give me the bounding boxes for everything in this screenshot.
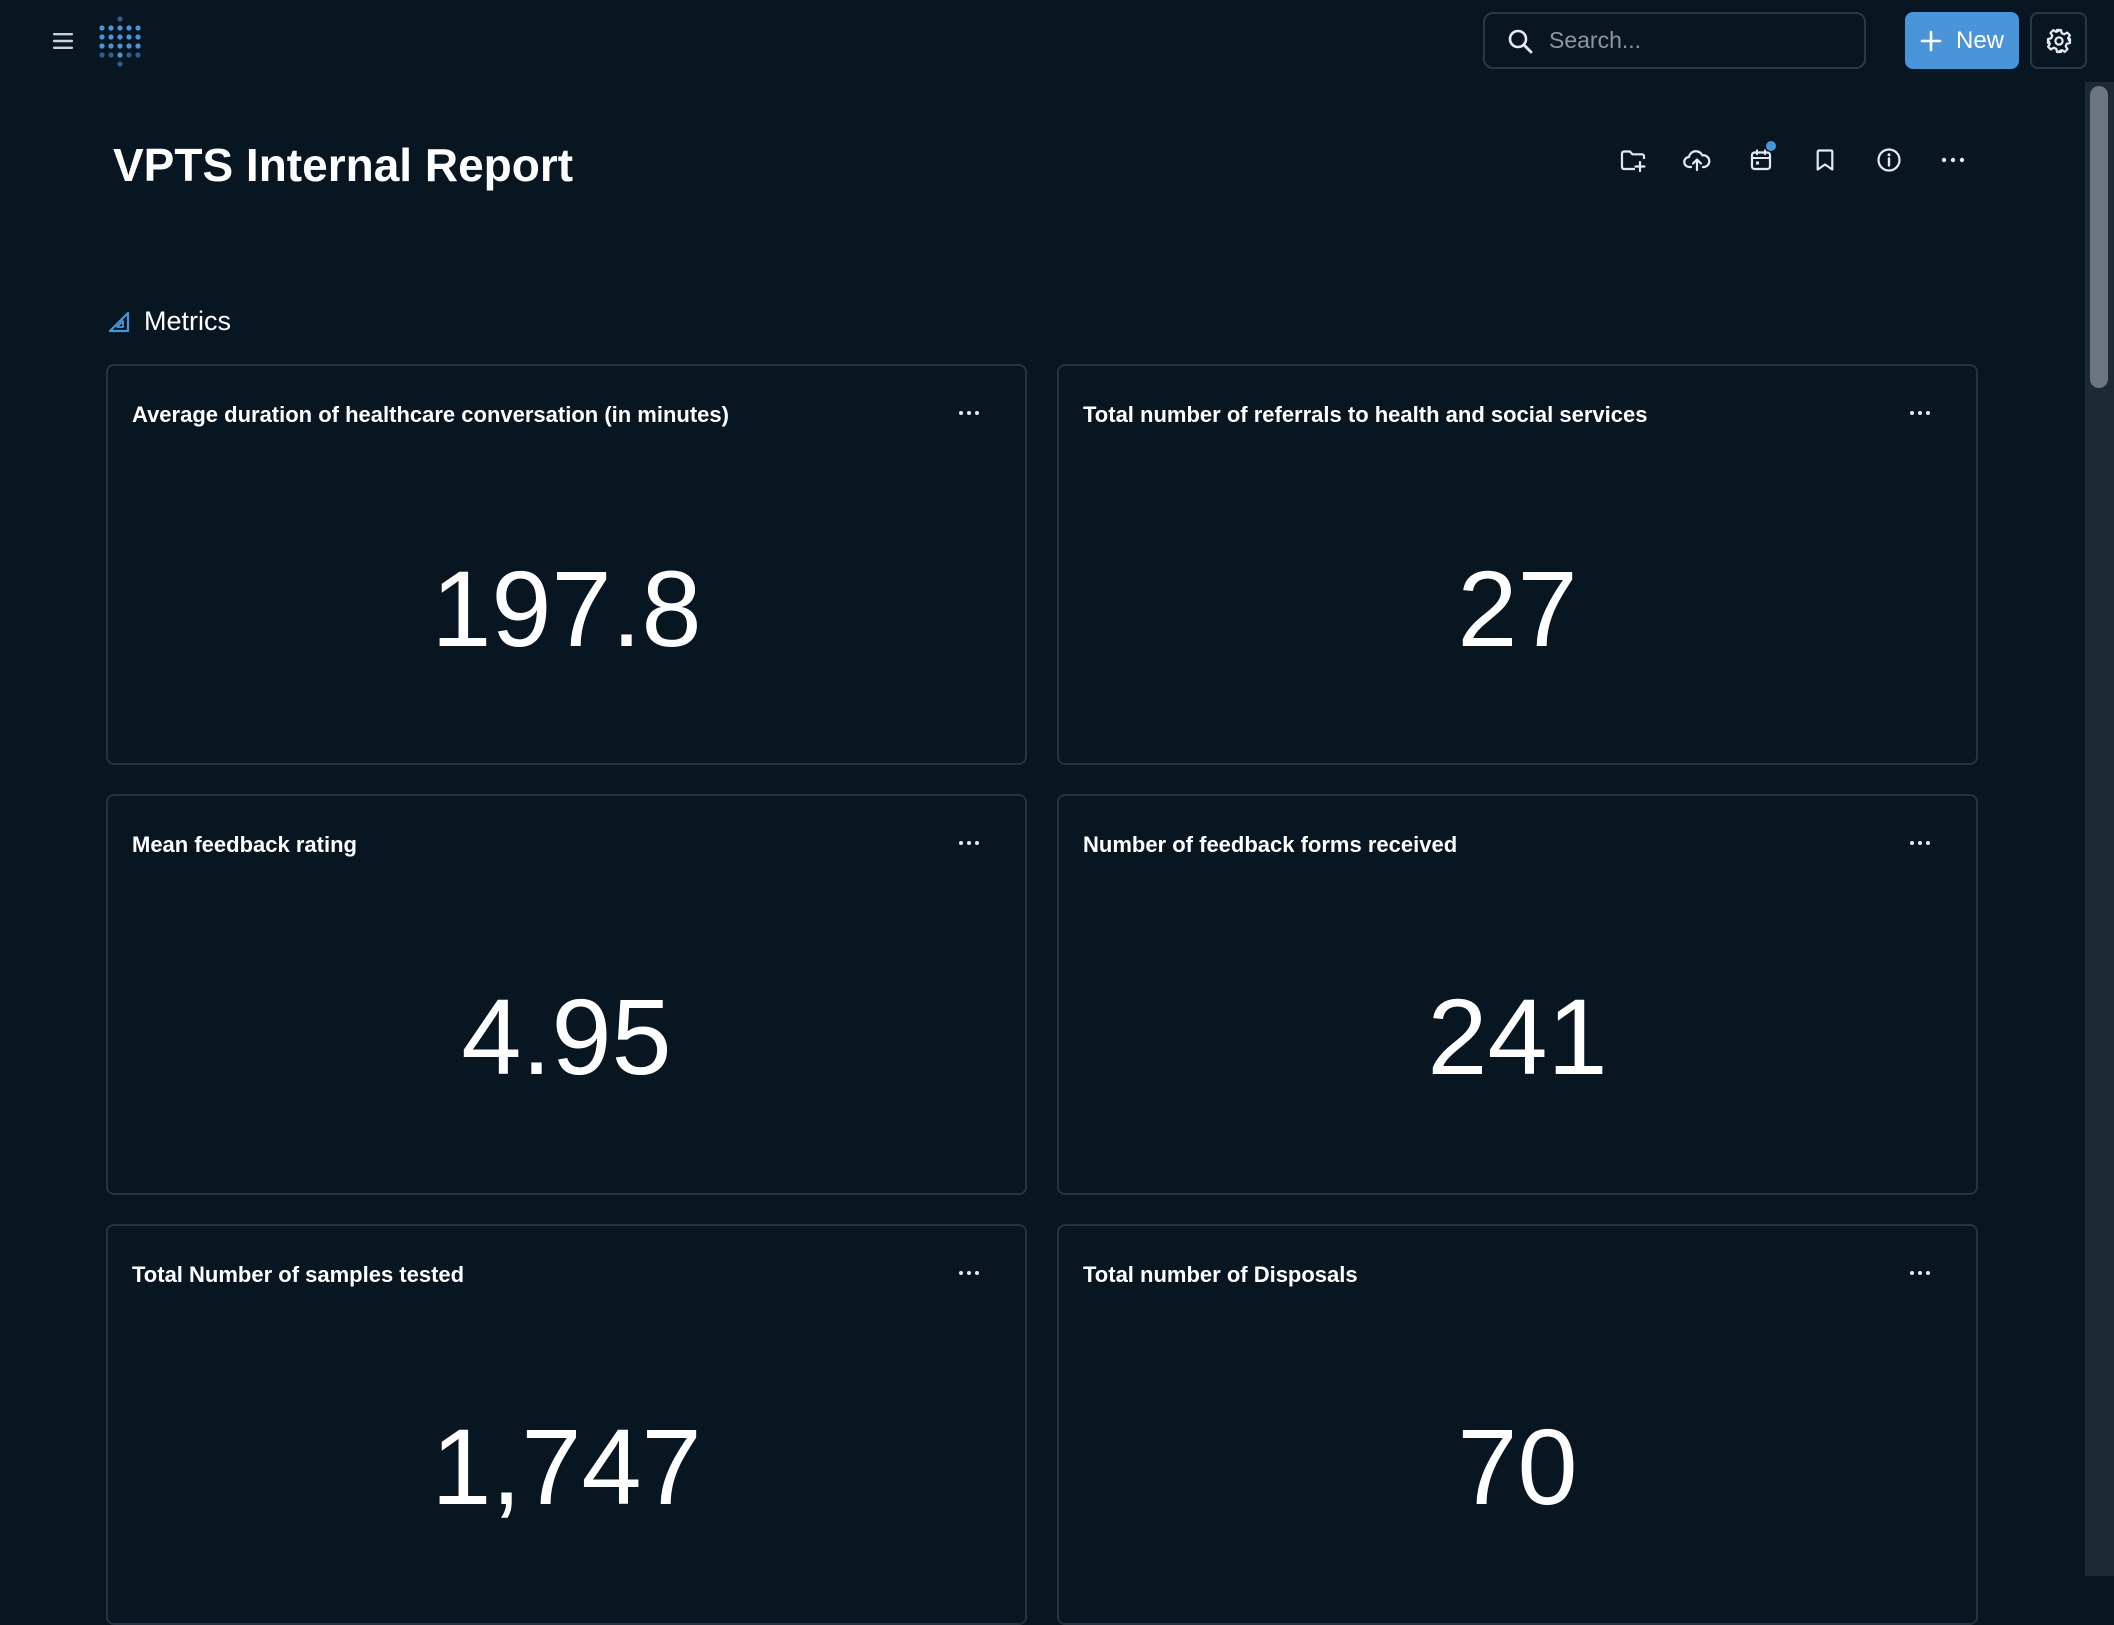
metric-card-value: 4.95	[461, 976, 672, 1097]
section-label: Metrics	[144, 306, 231, 336]
card-more-button[interactable]	[1900, 1258, 1940, 1288]
card-more-button[interactable]	[949, 1258, 989, 1288]
app-logo-icon[interactable]	[96, 15, 144, 67]
metric-card-value: 241	[1427, 976, 1608, 1097]
search-input[interactable]	[1547, 26, 1841, 55]
metric-card-value: 27	[1457, 548, 1578, 669]
ellipsis-icon	[1910, 411, 1930, 415]
search-icon	[1508, 29, 1533, 53]
section-header-metrics: Metrics	[108, 306, 231, 337]
search-box[interactable]	[1483, 12, 1866, 69]
folder-plus-icon	[1620, 150, 1646, 172]
calendar-icon	[1750, 149, 1772, 171]
hamburger-menu-icon[interactable]	[42, 24, 84, 58]
metric-card[interactable]: Total Number of samples tested 1,747	[106, 1224, 1027, 1625]
bookmark-icon	[1816, 149, 1834, 171]
move-to-folder-button[interactable]	[1611, 140, 1655, 180]
top-bar: New	[0, 0, 2114, 82]
metric-card-title: Total number of Disposals	[1083, 1262, 1358, 1287]
bookmark-button[interactable]	[1803, 140, 1847, 180]
metric-card-title: Average duration of healthcare conversat…	[132, 402, 729, 427]
upload-button[interactable]	[1675, 140, 1719, 180]
card-more-button[interactable]	[949, 398, 989, 428]
metric-card-value: 70	[1457, 1406, 1578, 1527]
ellipsis-icon	[1910, 841, 1930, 845]
metric-card-title: Total Number of samples tested	[132, 1262, 465, 1287]
more-options-button[interactable]	[1931, 140, 1975, 180]
metric-card[interactable]: Total number of Disposals 70	[1057, 1224, 1978, 1625]
metric-card-value: 197.8	[431, 548, 702, 669]
cloud-upload-icon	[1683, 150, 1711, 172]
metric-card[interactable]: Total number of referrals to health and …	[1057, 364, 1978, 765]
new-button[interactable]: New	[1905, 12, 2019, 69]
metric-card-title: Number of feedback forms received	[1083, 832, 1458, 857]
ellipsis-icon	[1910, 1271, 1930, 1275]
page-title: VPTS Internal Report	[113, 139, 574, 191]
metric-card[interactable]: Number of feedback forms received 241	[1057, 794, 1978, 1195]
metric-card-title: Mean feedback rating	[132, 832, 357, 857]
metric-card[interactable]: Average duration of healthcare conversat…	[106, 364, 1027, 765]
card-more-button[interactable]	[1900, 828, 1940, 858]
schedule-button[interactable]	[1739, 140, 1783, 180]
settings-button[interactable]	[2030, 12, 2087, 69]
new-button-label: New	[1955, 26, 2004, 54]
ellipsis-icon	[959, 1271, 979, 1275]
ellipsis-icon	[959, 411, 979, 415]
info-icon	[1877, 148, 1901, 172]
metric-card-title: Total number of referrals to health and …	[1083, 402, 1648, 427]
plus-icon	[1920, 30, 1942, 51]
scrollbar-thumb[interactable]	[2090, 86, 2108, 388]
info-button[interactable]	[1867, 140, 1911, 180]
metric-card-value: 1,747	[431, 1406, 702, 1527]
set-square-icon	[108, 311, 130, 332]
notification-dot	[1766, 141, 1776, 151]
ellipsis-icon	[959, 841, 979, 845]
gear-icon	[2046, 28, 2071, 53]
metric-card[interactable]: Mean feedback rating 4.95	[106, 794, 1027, 1195]
card-more-button[interactable]	[949, 828, 989, 858]
ellipsis-icon	[1941, 157, 1965, 163]
card-more-button[interactable]	[1900, 398, 1940, 428]
